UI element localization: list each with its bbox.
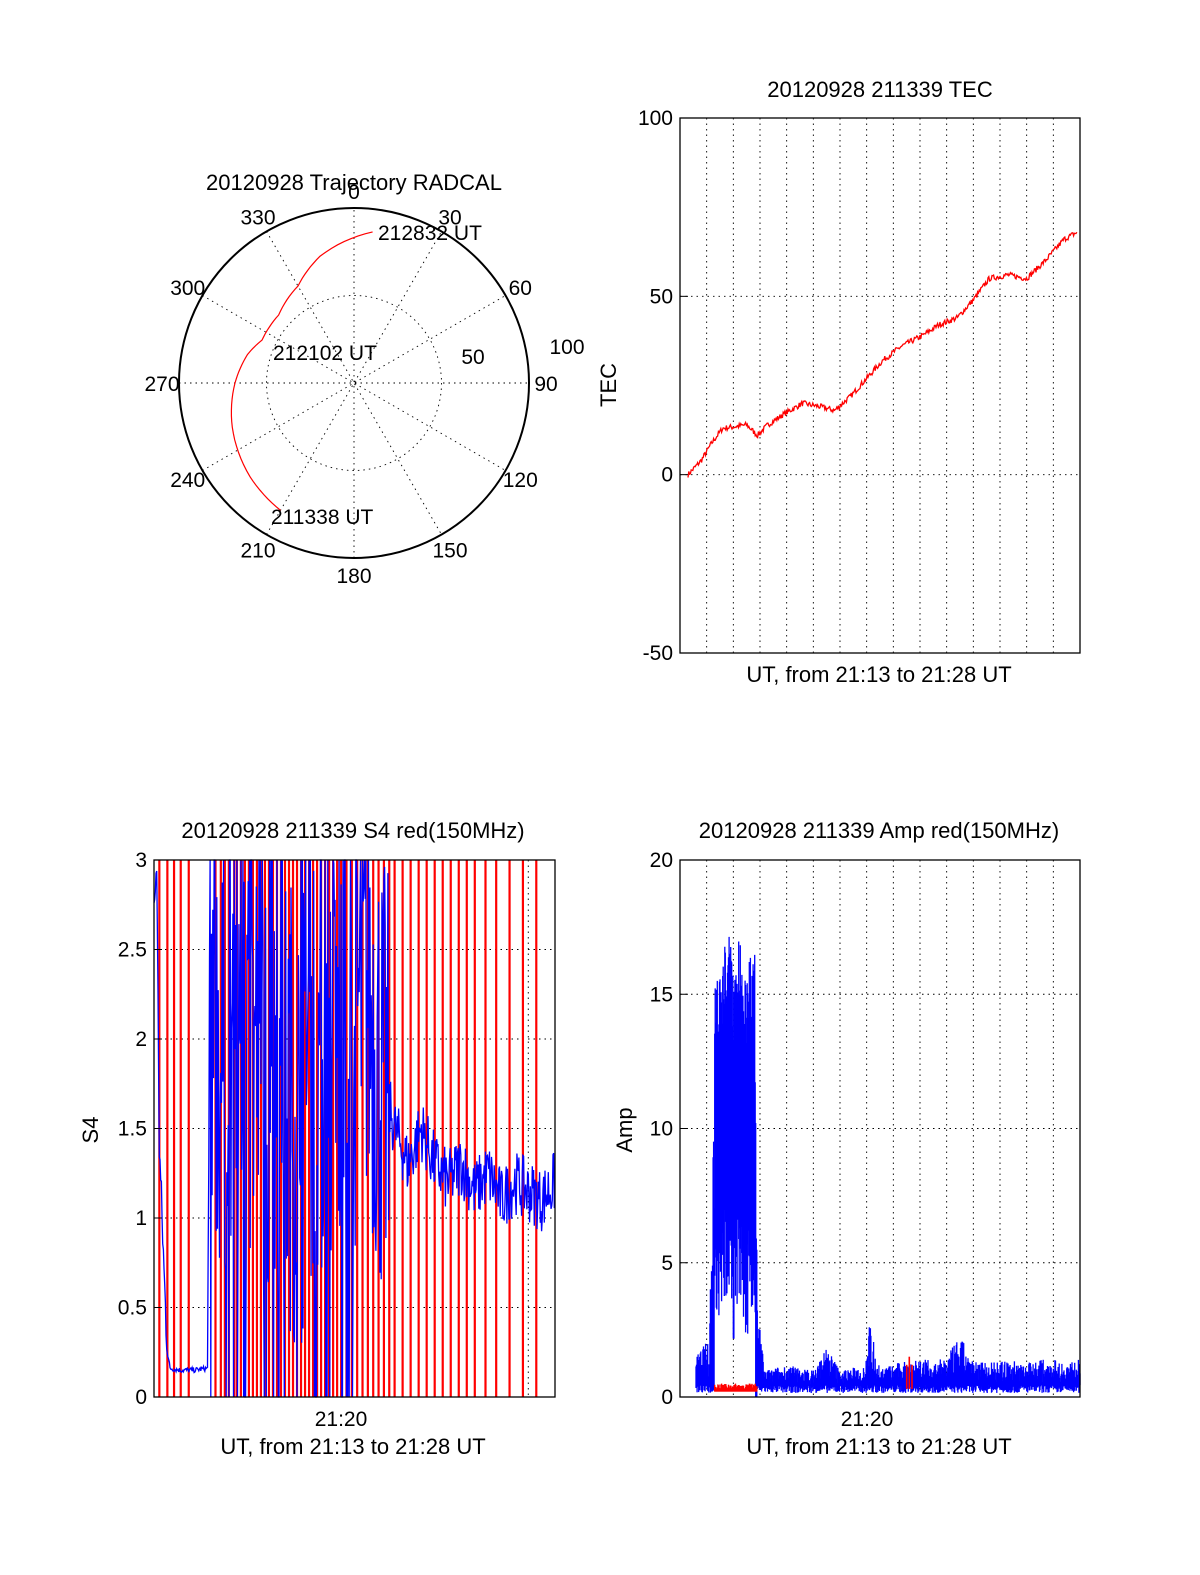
polar-spokes [179,208,529,558]
polar-azimuth-label: 30 [438,207,461,230]
s4-y-tick-label: 0.5 [118,1297,147,1320]
tec-y-label: TEC [596,363,621,407]
tec-y-tick-label: -50 [643,642,673,665]
polar-azimuth-label: 240 [170,469,205,492]
amp-title: 20120928 211339 Amp red(150MHz) [699,818,1059,843]
polar-spoke-line [266,231,442,535]
amp-y-label: Amp [612,1107,637,1152]
amp-x-tick-label: 21:20 [841,1408,894,1431]
polar-title: 20120928 Trajectory RADCAL [206,170,502,195]
polar-azimuth-label: 0 [348,181,360,204]
s4-x-label: UT, from 21:13 to 21:28 UT [220,1434,485,1459]
amp-x-label: UT, from 21:13 to 21:28 UT [746,1434,1011,1459]
polar-time-label-start: 211338 UT [271,506,374,529]
s4-y-tick-label: 1.5 [118,1118,147,1141]
polar-time-label-mid: 212102 UT [273,342,377,365]
amp-y-tick-label: 5 [661,1252,673,1275]
amp-red-series [714,1356,913,1392]
polar-radius-label-50: 50 [461,346,484,369]
amp-y-ticks: 20 15 10 5 0 [650,849,688,1409]
polar-time-label-end: 212832 UT [378,222,482,245]
tec-plot-frame [679,117,1081,654]
amp-y-tick-label: 20 [650,849,673,872]
polar-azimuth-label: 90 [534,373,557,396]
polar-mid-circle [266,295,442,471]
s4-y-ticks: 3 2.5 2 1.5 1 0.5 0 [118,849,162,1409]
tec-y-tick-label: 100 [638,107,673,130]
tec-series-line [687,231,1078,478]
polar-spoke-line [202,295,506,471]
tec-grid [680,118,1080,653]
amp-blue-series [695,936,1081,1397]
tec-y-tick-label: 0 [661,464,673,487]
amp-y-tick-label: 0 [661,1386,673,1409]
s4-blue-series-line [153,859,555,1398]
s4-y-tick-label: 1 [135,1207,147,1230]
s4-y-tick-label: 3 [135,849,147,872]
polar-azimuth-label: 120 [503,469,538,492]
amp-y-tick-label: 10 [650,1118,673,1141]
polar-azimuth-label: 150 [432,539,467,562]
s4-panel: 20120928 211339 S4 red(150MHz) 3 2.5 2 1.5 1… [78,818,556,1459]
polar-trajectory-line [230,231,373,511]
s4-x-tick-label: 21:20 [315,1408,368,1431]
polar-azimuth-label: 210 [240,539,275,562]
tec-title: 20120928 211339 TEC [767,77,993,102]
s4-title: 20120928 211339 S4 red(150MHz) [181,818,524,843]
tec-x-label: UT, from 21:13 to 21:28 UT [746,662,1011,687]
polar-azimuth-labels: 0 30 60 90 120 150 180 210 240 270 300 330 [144,181,557,588]
polar-radius-label-100: 100 [549,336,584,359]
polar-azimuth-label: 180 [336,565,371,588]
polar-spoke-line [202,295,506,471]
polar-azimuth-label: 300 [170,277,205,300]
amp-y-tick-label: 15 [650,983,673,1006]
tec-y-tick-label: 50 [650,285,673,308]
tec-y-ticks: 100 50 0 -50 [638,107,688,665]
polar-azimuth-label: 60 [509,277,532,300]
polar-azimuth-label: 330 [240,207,275,230]
amp-panel: 20120928 211339 Amp red(150MHz) 20 15 10 5 0… [612,818,1081,1459]
tec-panel: 20120928 211339 TEC 100 50 0 -50 TEC UT, fr… [596,77,1081,687]
polar-azimuth-label: 270 [144,373,179,396]
s4-y-label: S4 [78,1117,103,1144]
s4-y-tick-label: 0 [135,1386,147,1409]
polar-spoke-line [266,231,442,535]
s4-y-tick-label: 2 [135,1028,147,1051]
polar-panel: 20120928 Trajectory RADCAL 0 30 60 90 120 150… [144,170,584,588]
s4-y-tick-label: 2.5 [118,939,147,962]
